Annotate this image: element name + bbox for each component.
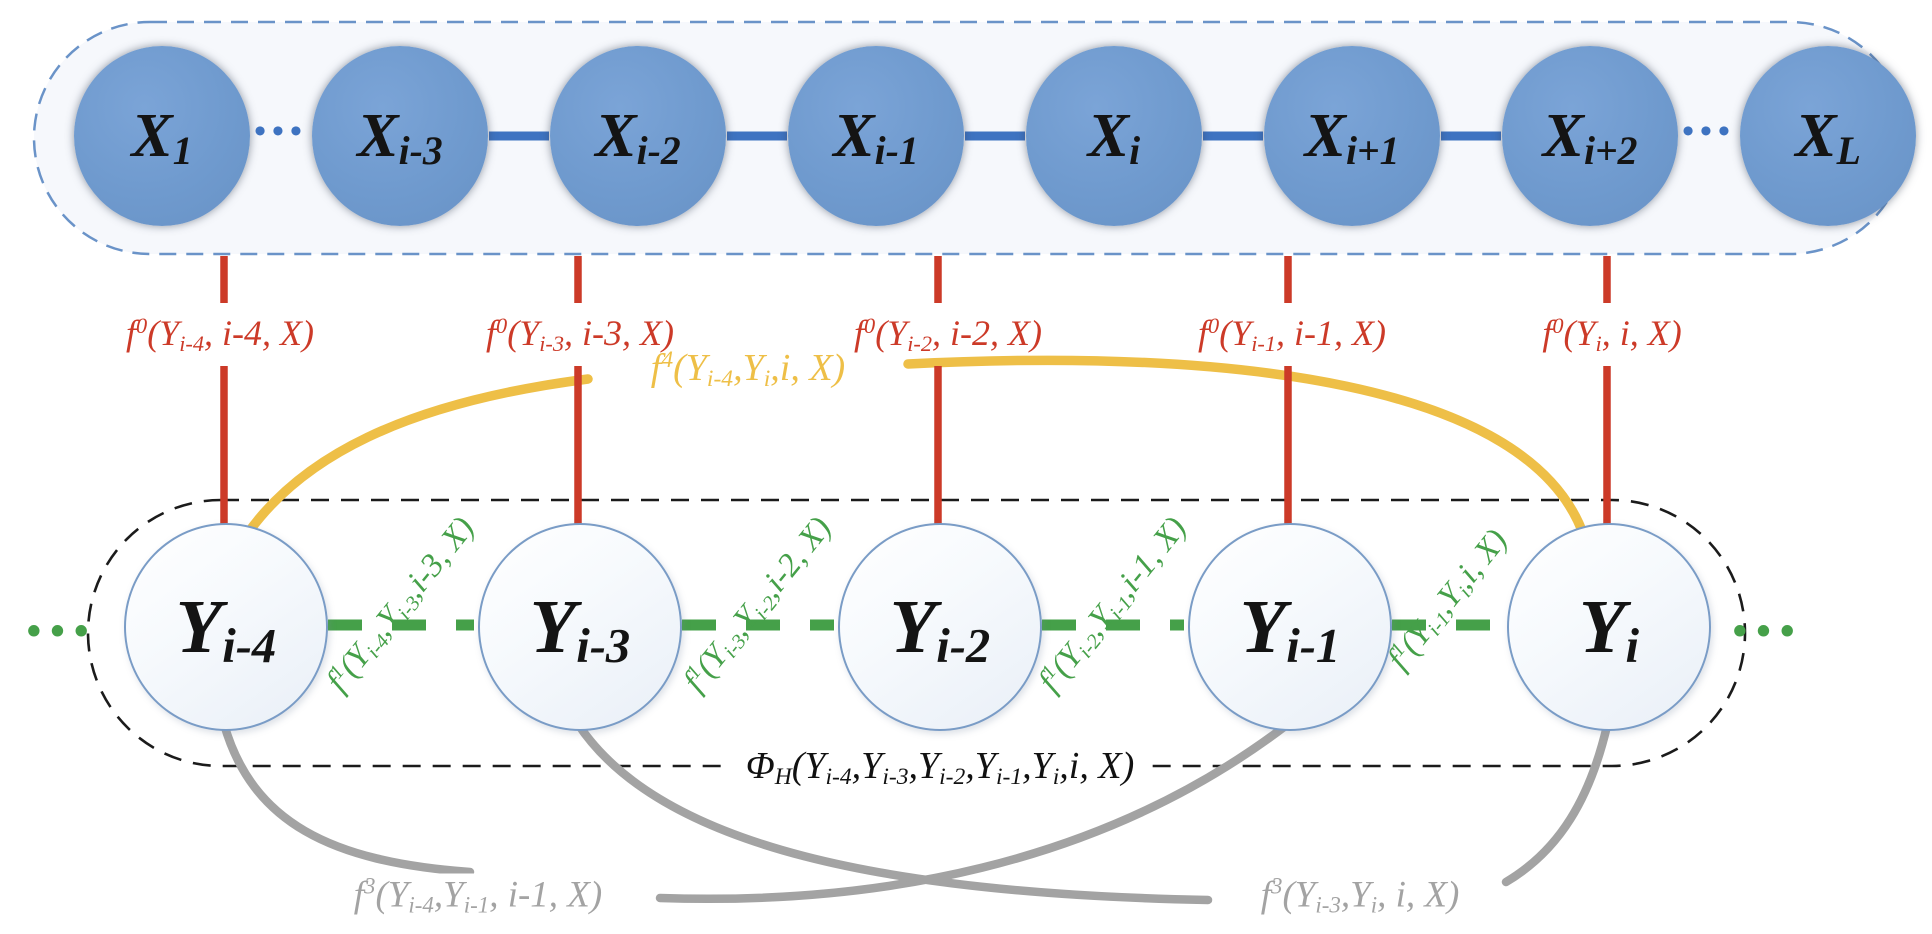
f3-arc-2-left: [573, 719, 1213, 905]
x-node-i-3-label: Xi-3: [357, 101, 443, 174]
x-node-i: Xi: [1026, 46, 1202, 226]
x-node-L: XL: [1740, 46, 1916, 226]
x-node-i-3: Xi-3: [312, 46, 488, 226]
f0-label-3: f0(Yi-2, i-2, X): [854, 312, 1042, 356]
y-node-i-4-label: Yi-4: [175, 584, 277, 674]
x-node-i+2-label: Xi+2: [1542, 101, 1638, 174]
f4-skip-arc: [233, 355, 1589, 553]
y-node-i-2-label: Yi-2: [889, 584, 991, 674]
y-node-i: Yi: [1507, 523, 1711, 731]
f3-arc-1-left: [219, 719, 475, 877]
f3-arc-1-right: [655, 719, 1293, 904]
x-node-i+1-label: Xi+1: [1304, 101, 1400, 174]
y-node-i-label: Yi: [1579, 584, 1639, 674]
f0-label-4: f0(Yi-1, i-1, X): [1198, 312, 1386, 356]
f4-arc-right: [903, 355, 1589, 541]
y-node-i-1: Yi-1: [1188, 523, 1392, 731]
f3-arc-2-right: [1501, 721, 1612, 887]
x-node-1: X1: [74, 46, 250, 226]
x-node-i-2: Xi-2: [550, 46, 726, 226]
phi-window-label: ΦH(Yi-4,Yi-3,Yi-2,Yi-1,Yi,i, X): [731, 743, 1149, 789]
x-node-1-label: X1: [131, 101, 193, 174]
x-node-i-label: Xi: [1087, 101, 1141, 174]
f4-label: f4(Yi-4,Yi,i, X): [650, 347, 846, 392]
y-node-i-3-label: Yi-3: [529, 584, 631, 674]
y-node-i-3: Yi-3: [478, 523, 682, 731]
f0-label-2: f0(Yi-3, i-3, X): [486, 312, 674, 356]
x-node-L-label: XL: [1795, 101, 1861, 174]
f3-skip-arcs: [219, 719, 1612, 905]
f4-arc-left: [233, 374, 593, 553]
f0-connectors: [220, 256, 1611, 528]
x-node-i-1: Xi-1: [788, 46, 964, 226]
x-node-i-1-label: Xi-1: [833, 101, 919, 174]
f0-label-1: f0(Yi-4, i-4, X): [126, 312, 314, 356]
x-node-i-2-label: Xi-2: [595, 101, 681, 174]
x-node-i+2: Xi+2: [1502, 46, 1678, 226]
x-node-i+1: Xi+1: [1264, 46, 1440, 226]
y-node-i-4: Yi-4: [124, 523, 328, 731]
f0-label-5: f0(Yi, i, X): [1542, 312, 1682, 356]
f3-label-1: f3(Yi-4,Yi-1, i-1, X): [343, 873, 613, 917]
f3-label-2: f3(Yi-3,Yi, i, X): [1250, 873, 1470, 917]
y-node-i-2: Yi-2: [838, 523, 1042, 731]
y-node-i-1-label: Yi-1: [1239, 584, 1341, 674]
